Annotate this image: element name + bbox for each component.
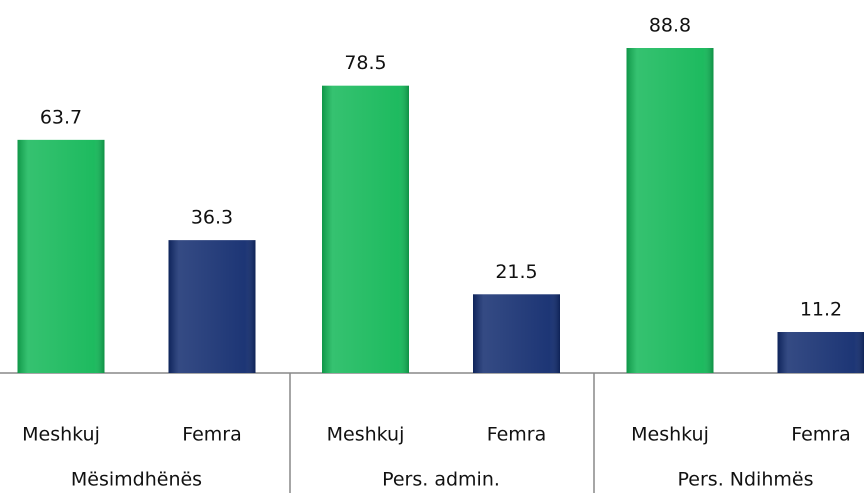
bar-shade: [17, 139, 105, 373]
group-label: Pers. Ndihmës: [678, 469, 814, 491]
data-label: 36.3: [191, 207, 233, 229]
bar-shade: [626, 48, 714, 373]
bar-shade: [777, 332, 864, 373]
data-label: 63.7: [40, 106, 82, 128]
group-label: Pers. admin.: [382, 469, 500, 491]
data-label: 21.5: [495, 261, 537, 283]
series-label: Meshkuj: [631, 424, 709, 446]
data-label: 78.5: [344, 52, 386, 74]
bar-shade: [322, 85, 409, 373]
series-label: Meshkuj: [327, 424, 405, 446]
data-label: 88.8: [649, 15, 691, 37]
series-label: Femra: [182, 424, 242, 446]
bar-shade: [473, 294, 560, 373]
data-label: 11.2: [800, 299, 842, 321]
series-label: Meshkuj: [22, 424, 100, 446]
bar-shade: [168, 240, 256, 373]
series-label: Femra: [791, 424, 851, 446]
group-label: Mësimdhënës: [71, 469, 202, 491]
series-label: Femra: [487, 424, 547, 446]
